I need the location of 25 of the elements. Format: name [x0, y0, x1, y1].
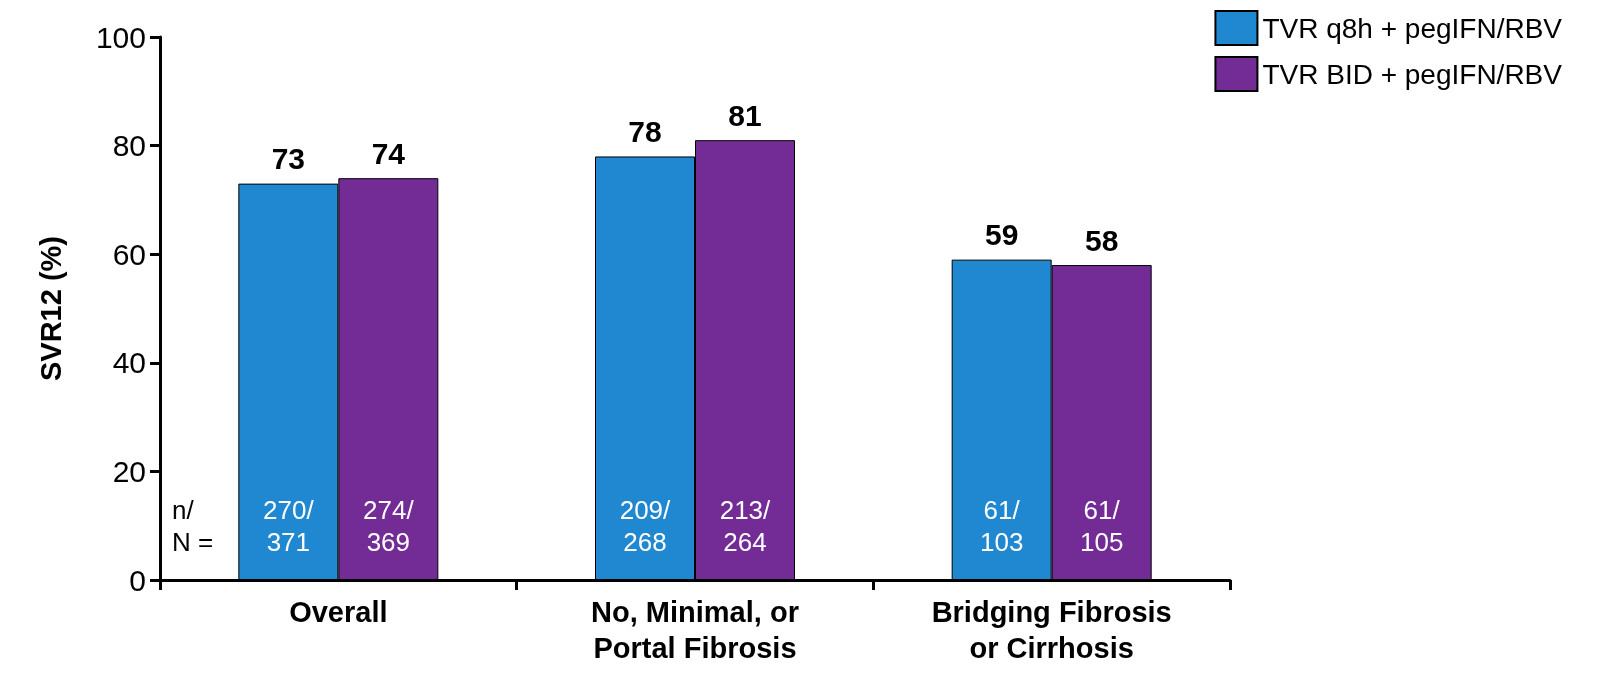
- data-label: 74: [371, 136, 406, 170]
- annotation: 61/ 105: [1079, 494, 1124, 557]
- y-tick-label: 60: [112, 237, 146, 271]
- annotation: 213/ 264: [719, 494, 772, 557]
- annotation: 61/ 103: [979, 494, 1024, 557]
- annotation: n/ N =: [172, 494, 214, 557]
- y-tick-label: 40: [112, 346, 146, 380]
- y-tick-label: 100: [95, 20, 146, 54]
- annotation: 274/ 369: [363, 494, 415, 557]
- annotation: 270/ 371: [263, 494, 315, 557]
- data-label: 58: [1084, 223, 1119, 257]
- legend-label: TVR q8h + pegIFN/RBV: [1262, 12, 1563, 44]
- y-axis-title: SVR12 (%): [34, 235, 67, 382]
- y-tick-label: 80: [112, 129, 146, 163]
- annotation: 209/ 268: [619, 494, 672, 557]
- y-tick-label: 0: [129, 563, 146, 597]
- y-tick-label: 20: [112, 454, 146, 488]
- data-label: 81: [728, 98, 762, 132]
- legend-label: TVR BID + pegIFN/RBV: [1262, 58, 1563, 90]
- data-label: 73: [271, 142, 306, 176]
- x-tick-label: Overall: [289, 596, 388, 628]
- data-label: 78: [628, 114, 662, 148]
- data-label: 59: [984, 218, 1019, 252]
- x-tick-label: Bridging Fibrosis or Cirrhosis: [931, 596, 1172, 664]
- x-tick-label: No, Minimal, or Portal Fibrosis: [591, 596, 799, 664]
